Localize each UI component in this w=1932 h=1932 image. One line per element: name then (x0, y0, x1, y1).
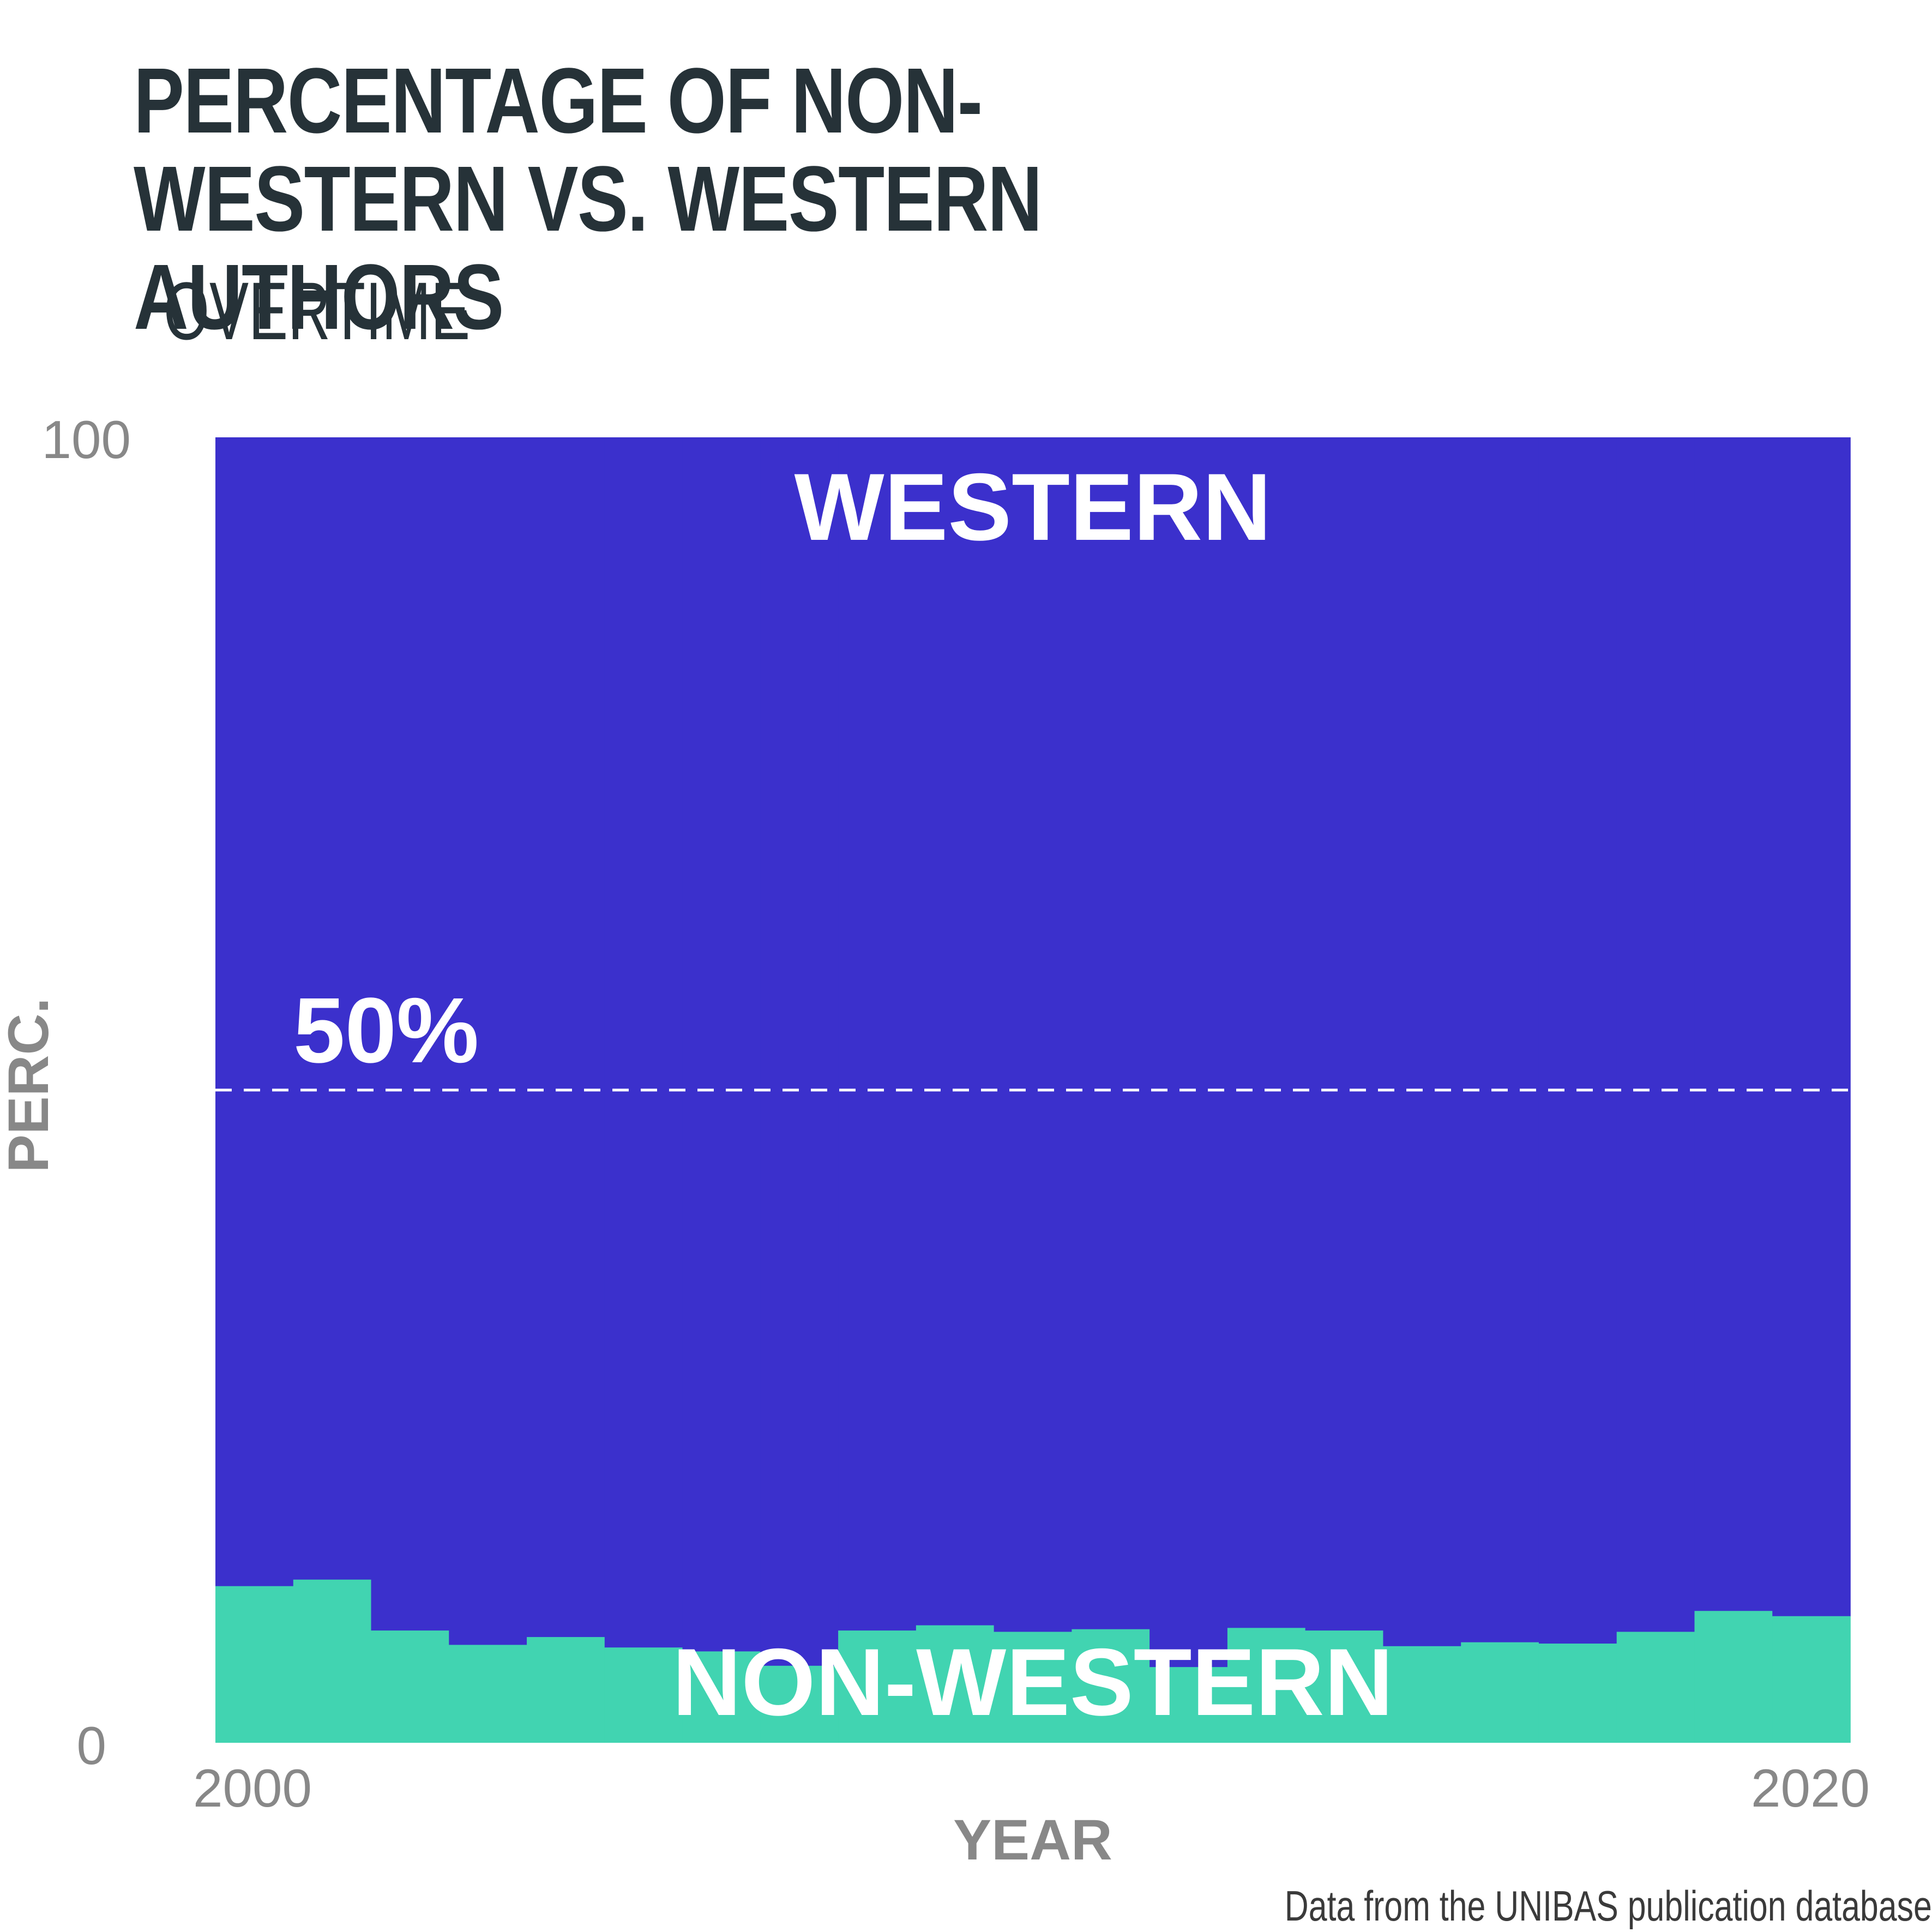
bar-non-western-2001 (293, 1579, 372, 1743)
bar-western-2014 (1305, 437, 1384, 1631)
bar-western-2006 (682, 437, 761, 1652)
bar-non-western-2000 (215, 1586, 294, 1743)
bar-western-2008 (838, 437, 917, 1631)
bar-non-western-2015 (1383, 1646, 1461, 1743)
bar-western-2007 (760, 437, 839, 1666)
chart-title: PERCENTAGE OF NON-WESTERN VS. WESTERN AU… (134, 49, 1043, 349)
bar-non-western-2011 (1072, 1629, 1150, 1743)
bar-western-2010 (994, 437, 1073, 1633)
bar-western-2013 (1227, 437, 1306, 1628)
bar-western-2000 (215, 437, 294, 1587)
bar-non-western-2002 (371, 1630, 450, 1743)
bar-non-western-2007 (760, 1665, 839, 1743)
bar-western-2017 (1538, 437, 1617, 1644)
y-tick-label-0: 0 (76, 1716, 106, 1775)
bar-western-2005 (604, 437, 683, 1648)
x-axis-label: YEAR (953, 1808, 1112, 1872)
bar-western-2003 (449, 437, 527, 1645)
y-tick-label-100: 100 (41, 410, 131, 470)
bar-non-western-2006 (682, 1651, 761, 1743)
source-caption: Data from the UNIBAS publication databas… (1284, 1882, 1932, 1930)
x-tick-label-2000: 2000 (193, 1758, 312, 1818)
bar-western-2001 (293, 437, 372, 1580)
bar-western-2020 (1772, 437, 1851, 1617)
reference-line-label: 50% (293, 979, 479, 1082)
y-axis-label: PERC. (0, 998, 61, 1173)
series-label-non-western: NON-WESTERN (672, 1629, 1393, 1736)
bar-western-2002 (371, 437, 450, 1631)
bar-non-western-2008 (838, 1630, 917, 1743)
bar-western-2016 (1461, 437, 1539, 1643)
bar-non-western-2019 (1694, 1611, 1773, 1743)
bar-non-western-2009 (916, 1625, 995, 1743)
bar-western-2018 (1616, 437, 1695, 1633)
bar-non-western-2020 (1772, 1616, 1851, 1743)
bar-non-western-2005 (604, 1647, 683, 1743)
bar-non-western-2012 (1149, 1667, 1228, 1743)
bar-non-western-2018 (1616, 1632, 1695, 1743)
bar-non-western-2004 (527, 1637, 605, 1743)
bar-western-2019 (1694, 437, 1773, 1611)
x-tick-label-2020: 2020 (1751, 1758, 1870, 1818)
bar-western-2009 (916, 437, 995, 1626)
bar-non-western-2016 (1461, 1642, 1539, 1743)
chart-subtitle: OVERTIME (164, 265, 471, 357)
bar-non-western-2017 (1538, 1644, 1617, 1743)
bar-western-2011 (1072, 437, 1150, 1630)
bar-western-2015 (1383, 437, 1461, 1647)
bar-non-western-2003 (449, 1645, 527, 1743)
bar-western-2004 (527, 437, 605, 1638)
bar-non-western-2013 (1227, 1628, 1306, 1743)
bar-non-western-2010 (994, 1632, 1073, 1743)
bar-non-western-2014 (1305, 1630, 1384, 1743)
bar-western-2012 (1149, 437, 1228, 1668)
series-label-western: WESTERN (795, 454, 1272, 561)
